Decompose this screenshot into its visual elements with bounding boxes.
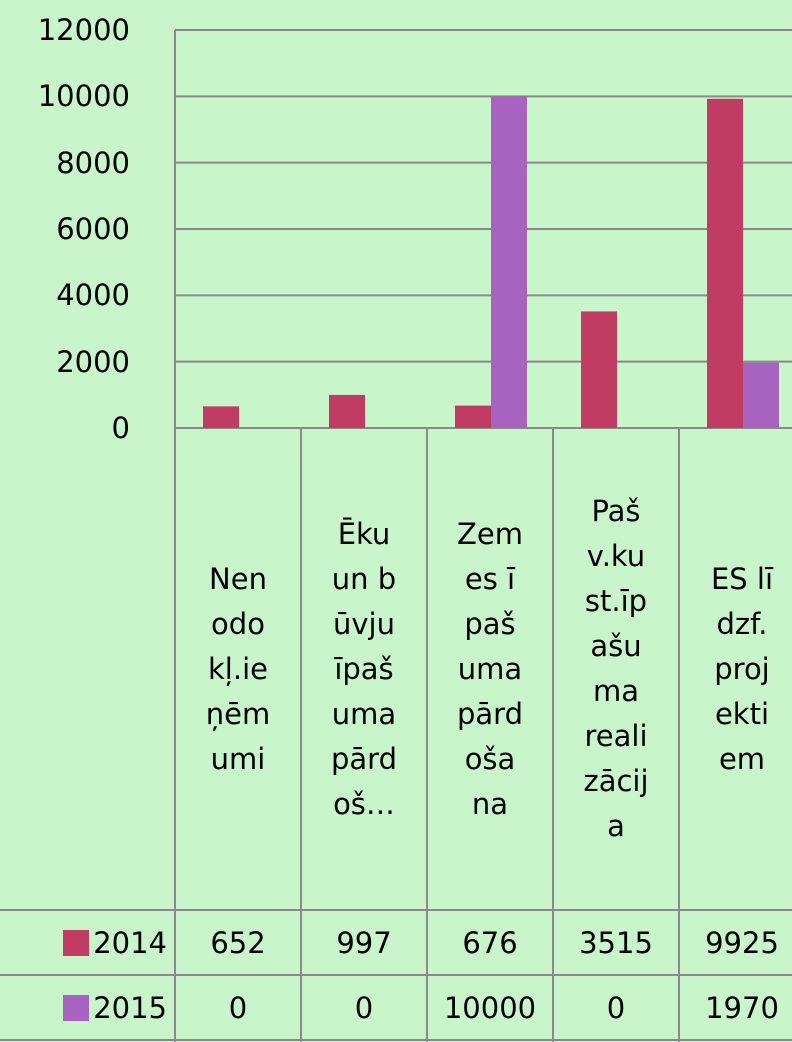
bar xyxy=(455,405,491,428)
table-cell: 3515 xyxy=(579,925,653,960)
category-label: Pašv.kust.īpašuma realizācija xyxy=(553,428,679,910)
category-label: ES līdzf.projektiem xyxy=(679,428,792,910)
y-tick-label: 0 xyxy=(111,411,130,445)
table-cell: 652 xyxy=(210,925,266,960)
category-label: Nenodokļ.ieņēmumi xyxy=(175,428,301,910)
table-cell: 997 xyxy=(336,925,392,960)
y-tick-label: 6000 xyxy=(56,212,130,246)
bar xyxy=(581,311,617,428)
category-text: Nenodokļ.ieņēmumi xyxy=(205,561,271,776)
legend-entry: 2014 xyxy=(0,910,175,975)
legend-entry: 2015 xyxy=(0,975,175,1040)
y-tick-label: 10000 xyxy=(37,79,130,114)
bar xyxy=(743,362,779,428)
y-tick-label: 8000 xyxy=(56,145,130,180)
table-cell: 10000 xyxy=(443,990,537,1025)
legend-swatch xyxy=(63,929,90,956)
y-tick-label: 2000 xyxy=(56,344,130,379)
legend-text: 2014 xyxy=(93,925,167,960)
bar xyxy=(203,406,239,428)
table-cell: 1970 xyxy=(705,990,779,1025)
table-cell: 676 xyxy=(462,925,518,960)
category-label: Ēku un būvju īpašuma pārdoš… xyxy=(301,428,427,910)
table-cell: 0 xyxy=(228,990,248,1025)
y-tick-label: 4000 xyxy=(56,278,130,313)
legend-text: 2015 xyxy=(93,990,167,1025)
legend-swatch xyxy=(63,994,90,1021)
table-cell: 0 xyxy=(606,990,626,1025)
bar xyxy=(329,394,365,428)
category-label: Zemes īpašuma pārdošana xyxy=(427,428,553,910)
bar xyxy=(707,98,743,428)
category-text: Ēku un būvju īpašuma pārdoš… xyxy=(331,516,398,821)
table-cell: 0 xyxy=(354,990,374,1025)
bar xyxy=(491,96,527,428)
category-text: Zemes īpašuma pārdošana xyxy=(457,516,524,821)
y-tick-label: 12000 xyxy=(37,13,130,47)
category-text: Pašv.kust.īpašuma realizācija xyxy=(583,494,649,843)
table-cell: 9925 xyxy=(705,925,779,960)
category-text: ES līdzf.projektiem xyxy=(710,561,774,776)
